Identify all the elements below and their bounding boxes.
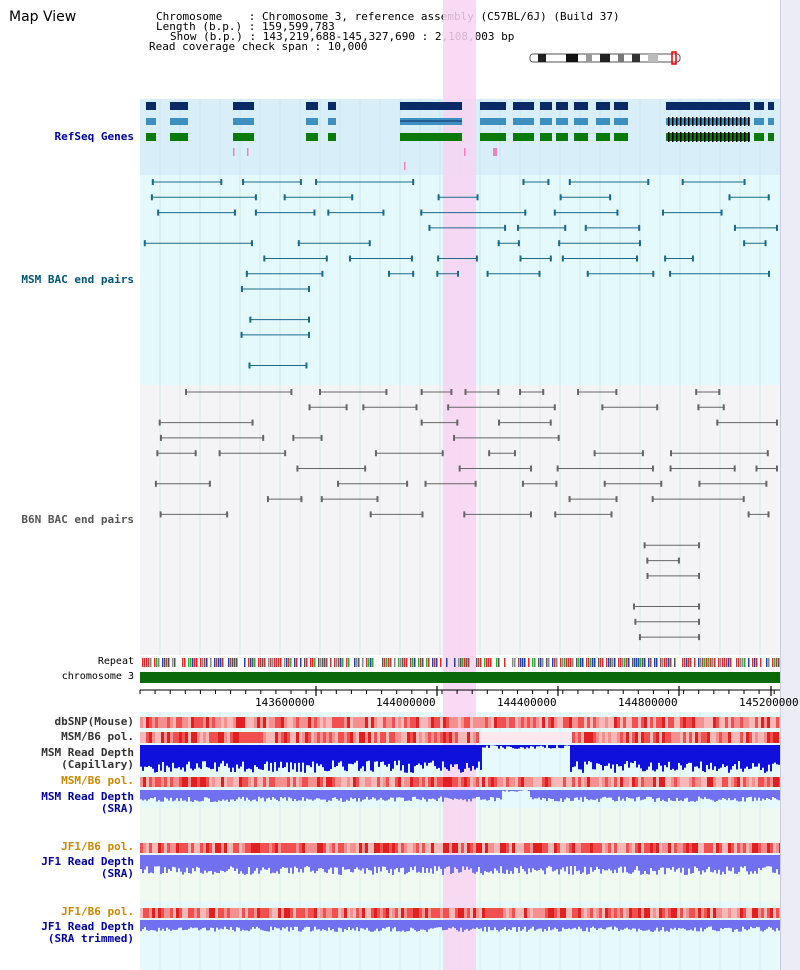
gene-feature: [513, 118, 534, 125]
gene-feature: [513, 102, 534, 110]
gene-feature: [614, 118, 628, 125]
label-msm-depth-sra-1[interactable]: MSM Read Depth: [41, 790, 134, 803]
genome-track-canvas[interactable]: [0, 0, 780, 970]
chromosome-bar: [140, 672, 780, 683]
msm-bac-pairs: [143, 179, 778, 369]
gene-feature: [556, 102, 568, 110]
gene-feature: [540, 133, 552, 141]
label-jf1-depth-trim-2: (SRA trimmed): [47, 932, 134, 945]
gene-feature: [540, 102, 552, 110]
axis-tick-label: 144000000: [376, 696, 436, 709]
label-msm-b6-pol-1[interactable]: MSM/B6 pol.: [61, 730, 134, 743]
heatmap-tracks: [140, 717, 780, 918]
gene-feature: [596, 102, 610, 110]
gene-feature: [768, 102, 774, 110]
gene-feature: [233, 133, 254, 141]
gene-feature: [146, 133, 156, 141]
gene-feature: [754, 118, 764, 125]
gene-feature: [146, 102, 156, 110]
gene-feature: [400, 102, 462, 110]
gene-feature: [666, 102, 750, 110]
gene-feature: [170, 118, 188, 125]
gene-feature: [170, 102, 188, 110]
b6n-bac-pairs: [154, 389, 778, 641]
gene-feature: [328, 118, 336, 125]
gene-feature: [596, 118, 610, 125]
gene-feature: [596, 133, 610, 141]
gene-feature: [556, 118, 568, 125]
label-msm-bac[interactable]: MSM BAC end pairs: [21, 273, 134, 286]
label-jf1-b6-pol-1[interactable]: JF1/B6 pol.: [61, 840, 134, 853]
ideogram-position-marker: [671, 51, 677, 65]
gene-feature: [614, 102, 628, 110]
page-title: Map View: [9, 9, 77, 25]
gene-feature: [574, 118, 588, 125]
gene-feature: [480, 102, 506, 110]
chromosome-ideogram[interactable]: [528, 51, 688, 65]
label-msm-depth-sra-2: (SRA): [100, 802, 134, 815]
gene-feature: [556, 133, 568, 141]
label-msm-depth-capillary-2: (Capillary): [61, 758, 134, 771]
label-jf1-depth-sra-2: (SRA): [100, 867, 134, 880]
label-msm-depth-capillary-1[interactable]: MSM Read Depth: [41, 746, 134, 759]
depth-tracks: [140, 745, 780, 932]
gene-feature: [513, 133, 534, 141]
axis-tick-label: 145200000: [739, 696, 799, 709]
axis-ticks: [139, 686, 775, 696]
gene-feature: [306, 133, 318, 141]
gene-feature: [306, 118, 318, 125]
gene-feature: [480, 133, 506, 141]
gene-feature: [540, 118, 552, 125]
gene-feature: [574, 102, 588, 110]
gene-feature: [754, 102, 764, 110]
gene-feature: [614, 133, 628, 141]
gene-feature: [328, 102, 336, 110]
gene-feature: [754, 133, 764, 141]
label-refseq-genes[interactable]: RefSeq Genes: [54, 130, 134, 143]
gene-feature: [574, 133, 588, 141]
gene-feature: [328, 133, 336, 141]
label-msm-b6-pol-2[interactable]: MSM/B6 pol.: [61, 774, 134, 787]
gene-feature: [306, 102, 318, 110]
gene-feature: [480, 118, 506, 125]
label-chromosome: chromosome 3: [61, 671, 134, 682]
coverage-span-info: Read coverage check span : 10,000: [149, 40, 368, 53]
length-info: Length (b.p.) : 159,599,783: [156, 20, 335, 33]
refseq-genes: [146, 102, 774, 170]
gene-feature: [146, 118, 156, 125]
gene-feature: [768, 118, 774, 125]
label-jf1-depth-trim-1[interactable]: JF1 Read Depth: [41, 920, 134, 933]
axis-tick-label: 144400000: [497, 696, 557, 709]
gene-feature: [768, 133, 774, 141]
axis-tick-label: 144800000: [618, 696, 678, 709]
axis-tick-label: 143600000: [255, 696, 315, 709]
label-repeat: Repeat: [97, 656, 134, 667]
label-b6n-bac[interactable]: B6N BAC end pairs: [21, 513, 134, 526]
label-jf1-depth-sra-1[interactable]: JF1 Read Depth: [41, 855, 134, 868]
gene-feature: [233, 102, 254, 110]
repeat-track: [142, 658, 780, 667]
highlight-region: [443, 0, 476, 970]
gene-feature: [233, 118, 254, 125]
label-dbsnp[interactable]: dbSNP(Mouse): [54, 715, 134, 728]
vertical-scrollbar[interactable]: [780, 0, 800, 970]
gene-feature: [170, 133, 188, 141]
label-jf1-b6-pol-2[interactable]: JF1/B6 pol.: [61, 905, 134, 918]
